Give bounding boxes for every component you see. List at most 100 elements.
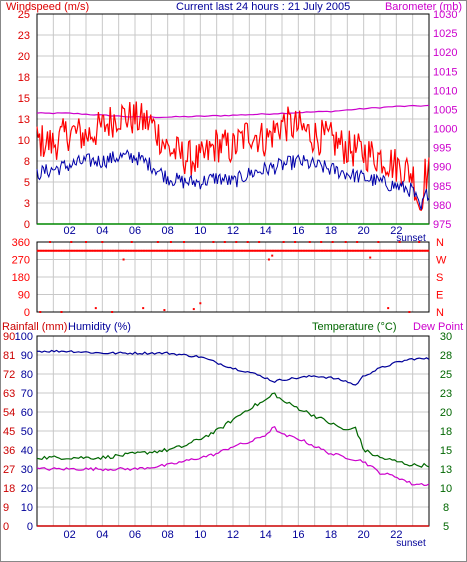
baro-tick-label: 995 [433,143,451,155]
direction-point [53,249,56,252]
hour-tick-label-top: 08 [162,225,174,237]
direction-point [138,249,141,252]
baro-tick-label: 1020 [433,47,457,59]
direction-point [213,249,216,252]
direction-point [120,249,123,252]
direction-point [175,249,178,252]
direction-point [307,249,310,252]
direction-point [172,249,175,252]
direction-point [265,249,268,252]
direction-point [76,249,79,252]
direction-point [141,249,144,252]
baro-tick-label: 990 [433,162,451,174]
baro-label: Barometer (mb) [385,1,462,13]
direction-point [126,249,129,252]
direction-point [39,311,42,313]
direction-point [125,249,128,252]
direction-point [340,249,343,252]
direction-point [80,249,83,252]
direction-point [234,249,237,252]
direction-point [170,249,173,252]
rain-tick-label: 27 [3,464,15,476]
direction-point [221,249,224,252]
direction-point [94,307,97,310]
humidity-tick-label: 90 [21,350,33,362]
direction-point [128,249,131,252]
hour-tick-label-top: 18 [325,225,337,237]
wind-tick-label: 13 [18,114,30,126]
direction-point [60,311,63,313]
compass-tick-label: W [436,255,447,267]
direction-point [294,249,297,252]
direction-point [102,249,105,252]
direction-point [337,249,340,252]
direction-point [353,249,356,252]
direction-point [408,311,411,313]
direction-point [157,249,160,252]
direction-point [282,241,285,243]
direction-point [205,249,208,252]
direction-point [291,249,294,252]
direction-point [244,249,247,252]
direction-point [100,249,103,252]
humidity-line [36,349,430,386]
direction-point [163,309,166,312]
humidity-tick-label: 0 [27,521,33,533]
direction-point [82,249,85,252]
direction-point [254,249,257,252]
direction-point [142,249,145,252]
direction-point [420,249,423,252]
direction-point [41,249,44,252]
direction-point [378,249,381,252]
direction-point [223,249,226,252]
direction-point [56,249,59,252]
direction-point [95,249,98,252]
rain-tick-label: 45 [3,426,15,438]
hour-tick-label-bottom: 12 [227,529,239,541]
direction-point [164,249,167,252]
direction-panel-frame [36,241,430,313]
direction-point [321,249,324,252]
direction-point [211,249,214,252]
direction-point [70,241,73,243]
compass-tick-label: N [436,307,444,319]
direction-point [392,249,395,252]
direction-point [105,249,108,252]
direction-point [236,249,239,252]
humidity-tick-label: 100 [15,331,33,343]
temperature-tick-label: 30 [440,331,452,343]
direction-point [146,249,149,252]
direction-point [185,249,188,252]
hour-tick-label-bottom: 18 [325,529,337,541]
baro-tick-label: 1030 [433,9,457,21]
hour-tick-label-bottom: 20 [358,529,370,541]
compass-tick-label: S [436,272,443,284]
direction-point [396,249,399,252]
direction-point [149,249,152,252]
direction-point [46,249,49,252]
direction-point [152,249,155,252]
direction-point [67,249,70,252]
direction-point [245,249,248,252]
direction-point [183,249,186,252]
temperature-label: Temperature (°C) [312,321,396,333]
direction-point [304,249,307,252]
direction-point [201,249,204,252]
direction-point [183,241,185,243]
humidity-tick-label: 40 [21,445,33,457]
direction-point [101,241,104,243]
direction-point [262,249,265,252]
direction-point [178,249,181,252]
direction-point [363,249,366,252]
series-layer [36,101,430,527]
wind-tick-label: 8 [24,156,30,168]
direction-point [229,249,232,252]
direction-point [97,249,100,252]
temperature-tick-label: 28 [440,350,452,362]
direction-point [156,241,159,243]
direction-point [219,249,222,252]
direction-point [177,249,180,252]
wind-tick-label: 10 [18,135,30,147]
hour-tick-label-bottom: 22 [390,529,402,541]
